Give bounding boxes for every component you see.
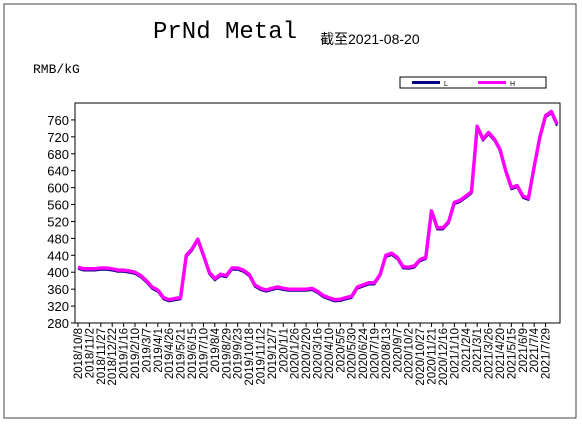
x-tick-label: 2021/6/9 (518, 328, 530, 373)
x-tick-label: 2020/4/10 (324, 328, 336, 379)
x-tick-label: 2019/9/23 (233, 328, 245, 379)
y-tick-label: 320 (47, 299, 69, 314)
chart-subtitle: 截至2021-08-20 (320, 31, 420, 47)
x-tick-label: 2020/12/16 (438, 328, 450, 386)
x-tick-label: 2020/3/16 (313, 328, 325, 379)
x-tick-label: 2018/11/27 (96, 328, 108, 385)
y-tick-label: 680 (47, 147, 69, 162)
y-tick-label: 760 (47, 113, 69, 128)
y-tick-label: 440 (47, 248, 69, 263)
x-tick-label: 2020/1/26 (290, 328, 302, 379)
x-tick-label: 2021/3/1 (472, 328, 484, 373)
x-tick-label: 2021/2/4 (461, 327, 473, 372)
x-tick-label: 2018/10/8 (73, 328, 85, 379)
x-tick-label: 2021/4/20 (495, 328, 507, 379)
x-tick-label: 2018/11/2 (84, 328, 96, 378)
legend-label: L (444, 81, 448, 88)
legend-box (399, 76, 547, 89)
x-tick-label: 2020/9/7 (392, 328, 404, 373)
x-tick-label: 2019/4/1 (153, 328, 165, 373)
x-tick-label: 2020/8/13 (381, 328, 393, 379)
series-line (77, 109, 559, 302)
x-tick-label: 2020/5/30 (347, 328, 359, 379)
y-tick-label: 560 (47, 198, 69, 213)
x-tick-label: 2019/4/26 (164, 328, 176, 379)
y-tick-label: 720 (47, 130, 69, 145)
legend-label: H (510, 81, 515, 88)
y-tick-label: 280 (47, 316, 69, 331)
x-tick-label: 2020/5/5 (335, 328, 347, 373)
chart-border (3, 3, 577, 419)
x-tick-label: 2020/10/2 (404, 328, 416, 379)
x-tick-label: 2019/7/10 (198, 328, 210, 379)
y-tick-label: 480 (47, 231, 69, 246)
y-tick-label: 520 (47, 214, 69, 229)
x-tick-label: 2018/12/22 (107, 328, 119, 386)
x-tick-label: 2019/10/18 (244, 328, 256, 386)
x-tick-label: 2020/2/20 (301, 328, 313, 379)
x-tick-label: 2020/7/19 (370, 328, 382, 379)
x-tick-label: 2021/5/15 (506, 328, 518, 379)
x-tick-label: 2019/8/4 (210, 327, 222, 372)
y-tick-label: 360 (47, 282, 69, 297)
y-axis-label: RMB/kG (33, 62, 80, 77)
x-tick-label: 2019/2/10 (130, 328, 142, 379)
x-tick-label: 2019/1/16 (119, 328, 131, 379)
x-tick-label: 2019/6/15 (187, 328, 199, 379)
y-tick-label: 400 (47, 265, 69, 280)
x-tick-label: 2020/10/27 (415, 328, 427, 386)
x-tick-label: 2019/11/12 (255, 328, 267, 385)
y-tick-label: 640 (47, 164, 69, 179)
chart-title: PrNd Metal (153, 19, 297, 46)
x-tick-label: 2021/1/10 (449, 328, 461, 379)
x-tick-label: 2020/11/21 (427, 328, 439, 385)
x-tick-label: 2020/6/24 (358, 327, 370, 379)
x-tick-label: 2019/12/7 (267, 328, 279, 379)
x-tick-label: 2019/5/21 (176, 328, 188, 379)
x-tick-label: 2019/8/29 (221, 328, 233, 379)
x-tick-label: 2019/3/7 (141, 328, 153, 373)
x-tick-label: 2020/1/1 (278, 328, 290, 373)
x-tick-label: 2021/3/26 (484, 328, 496, 379)
y-tick-label: 600 (47, 181, 69, 196)
x-tick-label: 2021/7/4 (529, 327, 541, 372)
x-tick-label: 2021/7/29 (541, 328, 553, 379)
